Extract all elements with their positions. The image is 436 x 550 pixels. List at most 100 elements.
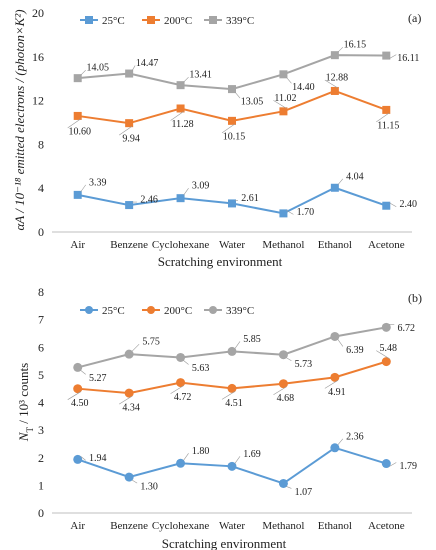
y-tick-label: 5 [38, 368, 44, 382]
data-label: 13.05 [241, 97, 264, 108]
panel-a-plot: 0 4 8 12 16 20 Air Benzene Cyclohexane Water Metha… [32, 6, 419, 251]
data-label: 6.72 [398, 323, 416, 334]
data-point [330, 372, 340, 382]
data-label: 1.70 [297, 207, 315, 218]
label-leader [67, 391, 81, 400]
label-leader [131, 65, 136, 71]
label-leader [183, 453, 189, 461]
legend-marker [209, 306, 217, 314]
data-point [278, 350, 288, 360]
data-point [330, 183, 339, 192]
data-label: 4.04 [346, 171, 364, 182]
data-point [124, 349, 134, 359]
data-point [73, 384, 83, 394]
legend-marker [85, 306, 93, 314]
data-label: 5.73 [295, 359, 313, 370]
data-point [279, 107, 288, 116]
panel-b-y-axis-label: NT / 10³ counts [16, 363, 35, 442]
data-point [124, 388, 134, 398]
data-label: 16.15 [344, 40, 367, 51]
legend-label: 339°C [226, 305, 254, 317]
label-leader [376, 350, 390, 359]
label-leader [234, 456, 241, 464]
label-leader [324, 380, 339, 389]
x-tick-label: Acetone [368, 520, 405, 532]
data-label: 5.63 [192, 363, 210, 374]
legend-label: 200°C [164, 305, 192, 317]
data-point [330, 51, 339, 60]
data-point [278, 379, 288, 389]
legend-marker [209, 16, 217, 24]
data-point [279, 70, 288, 79]
data-point [279, 209, 288, 218]
y-tick-label: 4 [38, 181, 44, 195]
label-leader [234, 341, 241, 349]
data-point [330, 443, 340, 453]
panel-a: (a) αA / 10⁻¹⁸ emitted electrons / (phot… [12, 6, 421, 269]
label-leader [67, 118, 81, 129]
data-label: 10.15 [223, 131, 246, 142]
data-point [381, 357, 391, 367]
data-label: 1.30 [140, 482, 158, 493]
data-point [176, 352, 186, 362]
data-point [330, 86, 339, 95]
y-tick-label: 4 [38, 396, 44, 410]
x-tick-label: Ethanol [318, 239, 352, 251]
panel-a-y-axis-title: αA / 10⁻¹⁸ emitted electrons / (photon×K… [12, 9, 27, 230]
y-tick-label: 7 [38, 313, 44, 327]
data-point [176, 378, 186, 388]
label-leader [337, 339, 344, 347]
data-label: 2.40 [400, 199, 418, 210]
label-leader [234, 91, 241, 99]
legend-label: 339°C [226, 15, 254, 27]
x-tick-label: Methanol [262, 239, 304, 251]
data-label: 4.72 [174, 392, 192, 403]
y-tick-label: 20 [32, 6, 44, 20]
data-label: 1.94 [89, 453, 107, 464]
data-point [73, 190, 82, 199]
y-tick-label: 6 [38, 340, 44, 354]
label-leader [131, 343, 140, 352]
data-label: 4.91 [328, 387, 346, 398]
label-leader [80, 456, 86, 461]
data-point [228, 199, 236, 208]
label-leader [80, 69, 86, 76]
data-point [330, 331, 340, 341]
data-point [227, 461, 237, 471]
legend-marker [147, 306, 155, 314]
x-tick-label: Benzene [110, 239, 148, 251]
y-tick-label: 8 [38, 285, 44, 299]
label-leader [273, 386, 287, 395]
data-label: 2.36 [346, 431, 364, 442]
x-tick-label: Water [219, 520, 245, 532]
panel-a-y-axis-label: αA / 10⁻¹⁸ emitted electrons / (photon×K… [12, 9, 27, 230]
y-tick-label: 3 [38, 423, 44, 437]
data-label: 9.94 [122, 134, 140, 145]
label-leader [170, 111, 184, 121]
data-label: 6.39 [346, 345, 364, 356]
data-point [227, 346, 237, 356]
y-tick-label: 8 [38, 137, 44, 151]
label-leader [286, 210, 294, 215]
x-tick-label: Cyclohexane [152, 520, 210, 532]
data-label: 2.61 [241, 193, 259, 204]
data-label: 1.80 [192, 446, 210, 457]
label-leader [337, 178, 344, 185]
label-leader [337, 46, 344, 53]
label-leader [80, 184, 86, 193]
data-point [228, 85, 236, 94]
panel-b-tag: (b) [408, 291, 422, 305]
data-point [73, 74, 82, 83]
x-tick-label: Cyclohexane [152, 239, 210, 251]
x-tick-label: Benzene [110, 520, 148, 532]
data-label: 13.41 [189, 70, 212, 81]
data-label: 4.68 [277, 393, 295, 404]
legend-label: 25°C [102, 305, 125, 317]
panel-b-x-axis-label: Scratching environment [162, 536, 287, 550]
label-leader [376, 112, 390, 123]
data-label: 1.79 [400, 461, 418, 472]
label-leader [131, 479, 138, 484]
data-point [381, 322, 391, 332]
legend-label: 200°C [164, 15, 192, 27]
